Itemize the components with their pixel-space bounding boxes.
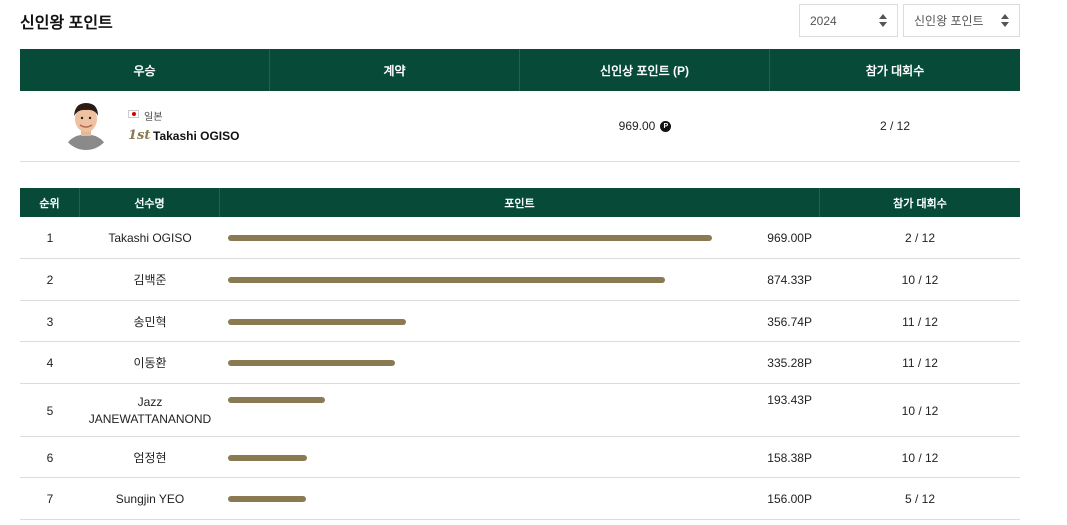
japan-flag-icon [128,110,139,118]
table-row[interactable]: 4 이동환 335.28P 11 / 12 [20,342,1020,384]
updown-arrow-icon [1001,14,1009,28]
winner-country: 일본 [144,112,163,123]
col-rank: 순위 [20,188,80,217]
page-title: 신인왕 포인트 [20,15,113,32]
row-player-name[interactable]: Jazz JANEWATTANANOND [88,395,212,426]
table-row[interactable]: 3 송민혁 356.74P 11 / 12 [20,301,1020,342]
points-bar [228,235,712,241]
row-events: 11 / 12 [902,356,938,370]
row-rank: 4 [46,356,54,370]
winner-points: 969.00 P [520,119,770,133]
row-points: 156.00P [767,492,812,506]
row-events: 10 / 12 [901,404,939,418]
row-points: 356.74P [767,315,812,329]
points-bar [228,360,395,366]
row-player-name[interactable]: 엄정현 [133,451,167,465]
row-player-name[interactable]: 송민혁 [133,315,167,329]
points-bar [228,496,306,502]
avatar [61,98,111,150]
row-events: 2 / 12 [904,231,936,245]
updown-arrow-icon [879,14,887,28]
row-player-name[interactable]: 이동환 [133,356,167,370]
row-events: 10 / 12 [901,273,939,287]
winner-name[interactable]: Takashi OGISO [153,129,240,143]
table-row[interactable]: 7 Sungjin YEO 156.00P 5 / 12 [20,478,1020,520]
category-select[interactable]: 신인왕 포인트 [903,4,1020,37]
row-rank: 5 [46,404,54,418]
row-rank: 2 [46,273,54,287]
row-points: 193.43P [767,393,812,407]
winner-table-header: 우승 계약 신인상 포인트 (P) 참가 대회수 [20,49,1020,91]
col-winner: 우승 [20,49,270,91]
table-row[interactable]: 5 Jazz JANEWATTANANOND 193.43P 10 / 12 [20,384,1020,437]
row-rank: 1 [46,231,54,245]
col-rookie-points: 신인상 포인트 (P) [520,49,770,91]
table-row[interactable]: 1 Takashi OGISO 969.00P 2 / 12 [20,217,1020,259]
winner-rank-label: 1st [128,128,151,143]
row-points: 158.38P [767,451,812,465]
winner-row: 일본 1st Takashi OGISO 969.00 P 2 / 12 [20,91,1020,162]
year-select[interactable]: 2024 [799,4,898,37]
row-points: 969.00P [767,231,812,245]
row-player-name[interactable]: Takashi OGISO [108,231,192,245]
row-player-name[interactable]: 김백준 [133,273,167,287]
col-contract: 계약 [270,49,520,91]
point-icon: P [660,120,672,132]
row-rank: 3 [46,315,54,329]
points-bar [228,397,325,403]
row-events: 11 / 12 [902,315,938,329]
year-select-value: 2024 [810,13,837,28]
points-bar [228,277,665,283]
col-points: 포인트 [220,188,820,217]
winner-points-value: 969.00 [618,119,656,133]
row-rank: 6 [46,451,54,465]
row-points: 874.33P [767,273,812,287]
ranking-table-header: 순위 선수명 포인트 참가 대회수 [20,188,1020,217]
winner-events: 2 / 12 [879,119,911,133]
ranking-table-body: 1 Takashi OGISO 969.00P 2 / 12 2 김백준 874.33P 10… [20,217,1020,520]
row-player-name[interactable]: Sungjin YEO [115,492,185,506]
row-events: 5 / 12 [904,492,936,506]
col-events: 참가 대회수 [893,197,947,210]
col-player-name: 선수명 [80,188,220,217]
table-row[interactable]: 2 김백준 874.33P 10 / 12 [20,259,1020,301]
points-bar [228,455,307,461]
row-events: 10 / 12 [901,451,939,465]
table-row[interactable]: 6 엄정현 158.38P 10 / 12 [20,437,1020,478]
col-events: 참가 대회수 [865,63,925,78]
points-bar [228,319,406,325]
row-points: 335.28P [767,356,812,370]
category-select-value: 신인왕 포인트 [914,14,984,28]
top-bar: 신인왕 포인트 2024 신인왕 포인트 [20,0,1020,40]
row-rank: 7 [46,492,54,506]
